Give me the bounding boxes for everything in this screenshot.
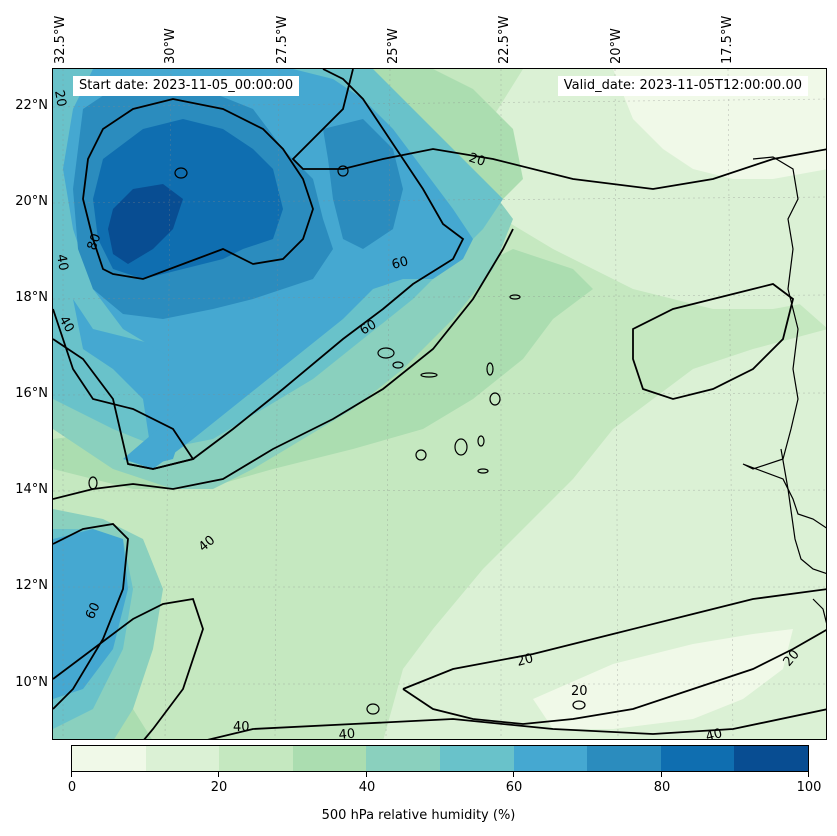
- rh-60-70-fill-west: [73, 299, 193, 464]
- island-fogo: [415, 449, 427, 461]
- colorbar-swatch: [72, 746, 146, 771]
- lat-label: 14°N: [15, 482, 48, 497]
- rh-90-100-fill: [108, 184, 183, 264]
- colorbar-tick: [366, 772, 367, 777]
- contour-label: 40: [56, 314, 77, 336]
- contour-label: 60: [358, 317, 380, 338]
- rh-0-10-fill-south: [533, 629, 793, 729]
- lat-label: 18°N: [15, 290, 48, 305]
- lon-label: 32.5°W: [53, 15, 68, 64]
- island-small: [477, 468, 489, 474]
- humidity-map: 20 20 20 20 40 40 40 40 40 60 60 60 80 2…: [53, 69, 826, 740]
- lat-label: 10°N: [15, 675, 48, 690]
- contour-label-group: 20 20 20 20 40 40 40 40 40 60 60 60 80 2…: [53, 89, 803, 740]
- lat-label: 20°N: [15, 194, 48, 209]
- colorbar-label: 500 hPa relative humidity (%): [321, 808, 516, 823]
- lat-label: 16°N: [15, 386, 48, 401]
- colorbar-swatch: [439, 746, 514, 771]
- contour-label: 80: [85, 232, 105, 253]
- contour-label: 20: [515, 651, 535, 670]
- colorbar-tick-label: 80: [653, 780, 671, 795]
- coastline: [88, 156, 826, 715]
- lat-label: 22°N: [15, 98, 48, 113]
- lon-label: 22.5°W: [497, 15, 512, 64]
- colorbar: [71, 745, 809, 772]
- coast-gambia: [780, 448, 826, 574]
- african-coast: [742, 156, 826, 529]
- contour-20-east: [632, 283, 795, 400]
- contour-label: 40: [338, 727, 356, 740]
- colorbar-tick-label: 0: [67, 780, 77, 795]
- contour-label: 60: [83, 600, 104, 621]
- rh-70-80-fill-east: [323, 119, 403, 249]
- contour-label: 60: [390, 254, 410, 273]
- colorbar-swatch: [145, 746, 220, 771]
- island-sao-nicolau: [420, 372, 438, 378]
- island-north-east: [337, 165, 349, 177]
- contour-40-mid: [53, 228, 514, 500]
- island-sao-vicente: [392, 361, 404, 369]
- colorbar-swatch: [587, 746, 661, 771]
- contour-label: 20: [53, 89, 69, 108]
- lat-label: 12°N: [15, 578, 48, 593]
- contour-20-south-inner: [402, 629, 826, 725]
- colorbar-tick-label: 20: [210, 780, 228, 795]
- island-small-2: [509, 294, 521, 300]
- colorbar-swatch: [292, 746, 367, 771]
- island-south: [366, 703, 380, 715]
- contour-60-sw: [53, 523, 129, 710]
- colorbar-swatch: [513, 746, 588, 771]
- colorbar-tick: [218, 772, 219, 777]
- rh-10-20-fill-east: [383, 69, 826, 739]
- contour-20-north: [291, 69, 826, 190]
- contour-20-south: [402, 588, 826, 690]
- colorbar-tick: [513, 772, 514, 777]
- lon-label: 30°W: [163, 28, 178, 64]
- contour-40-south: [53, 597, 204, 739]
- island-boa-vista: [489, 392, 501, 406]
- contour-label: 40: [53, 253, 71, 272]
- island-maio: [477, 435, 485, 447]
- island-west: [88, 476, 98, 490]
- island-santiago: [454, 438, 468, 456]
- island-sal: [486, 362, 494, 376]
- contour-label: 40: [233, 720, 250, 735]
- colorbar-tick-label: 100: [796, 780, 822, 795]
- colorbar-tick-label: 60: [505, 780, 523, 795]
- coast-guinea: [812, 598, 826, 624]
- lon-label: 20°W: [609, 28, 624, 64]
- lon-label: 17.5°W: [720, 15, 735, 64]
- colorbar-tick: [808, 772, 809, 777]
- island-santo-antao: [377, 347, 395, 359]
- colorbar-swatch: [660, 746, 735, 771]
- colorbar-swatch: [734, 746, 808, 771]
- rh-60-70-fill-sw: [53, 529, 128, 699]
- lon-label: 27.5°W: [275, 15, 290, 64]
- island-south-2: [572, 700, 586, 710]
- contour-80: [82, 98, 314, 280]
- contour-label: 20: [571, 684, 588, 699]
- valid-date-label: Valid_date: 2023-11-05T12:00:00.00: [557, 76, 808, 96]
- contour-label: 40: [704, 726, 724, 740]
- contour-label: 20: [467, 151, 487, 170]
- start-date-label: Start date: 2023-11-05_00:00:00: [73, 76, 300, 96]
- map-panel: 20 20 20 20 40 40 40 40 40 60 60 60 80 2…: [52, 68, 827, 740]
- colorbar-swatch: [219, 746, 293, 771]
- island-north: [174, 167, 188, 179]
- contour-60-main: [127, 69, 465, 470]
- colorbar-swatch: [366, 746, 440, 771]
- colorbar-tick: [71, 772, 72, 777]
- rh-0-10-fill-north: [613, 69, 826, 179]
- lon-label: 25°W: [386, 28, 401, 64]
- colorbar-tick-label: 40: [358, 780, 376, 795]
- contour-40-bottom: [207, 708, 826, 739]
- colorbar-tick: [661, 772, 662, 777]
- contour-lines: [53, 69, 826, 739]
